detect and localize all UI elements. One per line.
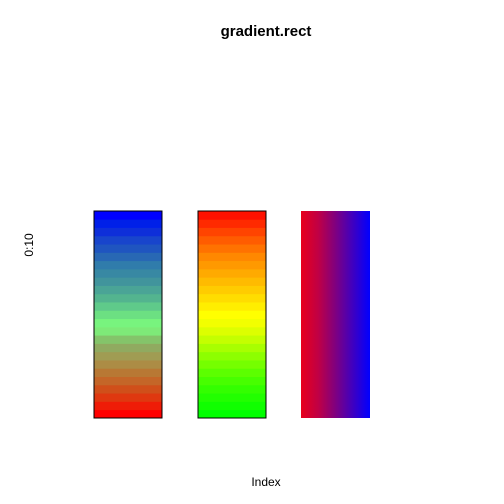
gradient-rect-border bbox=[93, 210, 163, 419]
gradient-band bbox=[198, 393, 266, 402]
gradient-band bbox=[94, 310, 162, 320]
gradient-rect-border bbox=[197, 210, 267, 419]
gradient-band bbox=[198, 335, 266, 344]
gradient-band bbox=[198, 211, 266, 220]
gradient-band bbox=[94, 409, 162, 419]
gradient-band bbox=[198, 409, 266, 419]
gradient-band bbox=[94, 293, 162, 303]
chart-title: gradient.rect bbox=[221, 23, 312, 40]
gradient-band bbox=[94, 360, 162, 369]
gradient-band bbox=[198, 401, 266, 411]
gradient-band bbox=[94, 318, 162, 328]
gradient-band bbox=[198, 277, 266, 286]
gradient-band bbox=[94, 401, 162, 411]
gradient-band bbox=[94, 227, 162, 237]
gradient-rect-2 bbox=[197, 210, 267, 419]
gradient-band bbox=[198, 244, 266, 253]
gradient-band bbox=[198, 368, 266, 377]
gradient-band bbox=[198, 260, 266, 270]
x-axis-label: Index bbox=[251, 475, 280, 489]
gradient-fill bbox=[301, 211, 370, 418]
gradient-band bbox=[94, 384, 162, 394]
gradient-band bbox=[94, 393, 162, 402]
gradient-band bbox=[94, 252, 162, 262]
gradient-band bbox=[198, 343, 266, 353]
gradient-band bbox=[198, 219, 266, 228]
gradient-band bbox=[198, 310, 266, 320]
gradient-band bbox=[94, 211, 162, 220]
gradient-rect-1 bbox=[93, 210, 163, 419]
gradient-band bbox=[94, 302, 162, 311]
gradient-rect-3 bbox=[301, 211, 370, 418]
gradient-band bbox=[94, 260, 162, 270]
gradient-rects bbox=[93, 210, 370, 419]
gradient-band bbox=[94, 351, 162, 361]
y-axis-label: 0:10 bbox=[22, 233, 36, 257]
gradient-band bbox=[198, 285, 266, 295]
gradient-band bbox=[94, 368, 162, 377]
gradient-band bbox=[198, 268, 266, 278]
gradient-band bbox=[198, 235, 266, 245]
gradient-band bbox=[94, 219, 162, 228]
gradient-band bbox=[198, 293, 266, 303]
gradient-band bbox=[198, 360, 266, 369]
gradient-band bbox=[94, 244, 162, 253]
gradient-band bbox=[94, 335, 162, 344]
gradient-band bbox=[198, 384, 266, 394]
gradient-band bbox=[94, 268, 162, 278]
gradient-band bbox=[94, 277, 162, 286]
gradient-band bbox=[198, 252, 266, 262]
gradient-band bbox=[198, 302, 266, 311]
gradient-band bbox=[198, 227, 266, 237]
gradient-band bbox=[94, 343, 162, 353]
gradient-band bbox=[198, 318, 266, 328]
gradient-band bbox=[198, 376, 266, 386]
gradient-band bbox=[94, 326, 162, 336]
gradient-band bbox=[94, 235, 162, 245]
gradient-band bbox=[94, 285, 162, 295]
gradient-band bbox=[94, 376, 162, 386]
gradient-band bbox=[198, 351, 266, 361]
gradient-band bbox=[198, 326, 266, 336]
